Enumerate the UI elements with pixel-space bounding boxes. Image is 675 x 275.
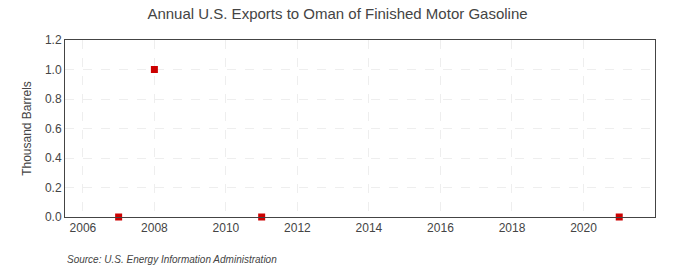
svg-text:2010: 2010	[213, 221, 240, 235]
svg-text:Source: U.S. Energy Informatio: Source: U.S. Energy Information Administ…	[67, 254, 277, 265]
svg-text:0.4: 0.4	[45, 151, 62, 165]
svg-text:2008: 2008	[141, 221, 168, 235]
svg-text:2018: 2018	[499, 221, 526, 235]
svg-text:0.2: 0.2	[45, 181, 62, 195]
svg-text:1.2: 1.2	[45, 33, 62, 47]
svg-text:0.6: 0.6	[45, 122, 62, 136]
svg-text:2014: 2014	[356, 221, 383, 235]
svg-text:2020: 2020	[570, 221, 597, 235]
svg-text:0.8: 0.8	[45, 92, 62, 106]
svg-text:1.0: 1.0	[45, 63, 62, 77]
svg-text:0.0: 0.0	[45, 210, 62, 224]
svg-text:2016: 2016	[427, 221, 454, 235]
svg-text:2012: 2012	[284, 221, 311, 235]
svg-text:Thousand Barrels: Thousand Barrels	[20, 81, 34, 176]
svg-text:Annual U.S. Exports to Oman of: Annual U.S. Exports to Oman of Finished …	[147, 5, 527, 22]
svg-text:2006: 2006	[70, 221, 97, 235]
